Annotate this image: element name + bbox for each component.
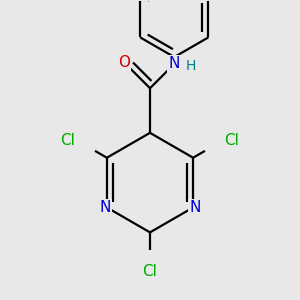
- Text: H: H: [186, 59, 196, 73]
- Text: N: N: [100, 200, 111, 215]
- Text: O: O: [118, 55, 130, 70]
- Text: Cl: Cl: [224, 133, 239, 148]
- Text: N: N: [169, 56, 180, 71]
- Text: N: N: [189, 200, 200, 215]
- Text: Cl: Cl: [142, 264, 158, 279]
- Text: Cl: Cl: [61, 133, 76, 148]
